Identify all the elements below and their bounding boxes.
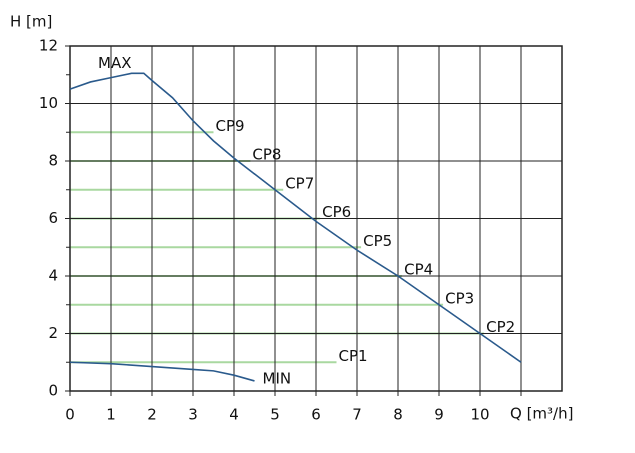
- x-tick-label: 7: [352, 406, 362, 424]
- x-tick-label: 10: [470, 406, 489, 424]
- series-label: MAX: [98, 54, 131, 72]
- x-tick-label: 1: [106, 406, 116, 424]
- x-tick-label: 8: [393, 406, 403, 424]
- y-tick-label: 12: [39, 37, 58, 55]
- series-label: CP7: [285, 174, 314, 192]
- series-label: MIN: [263, 369, 292, 387]
- series-label: CP8: [252, 146, 281, 164]
- y-tick-label: 8: [48, 152, 58, 170]
- y-tick-label: 0: [48, 382, 58, 400]
- y-axis-label: H [m]: [10, 13, 52, 31]
- y-tick-label: 10: [39, 94, 58, 112]
- series-label: CP1: [339, 347, 368, 365]
- series-label: CP5: [363, 232, 392, 250]
- pump-curve: [69, 72, 522, 363]
- series-label: CP6: [322, 203, 351, 221]
- x-tick-label: 6: [311, 406, 321, 424]
- x-tick-label: 9: [434, 406, 444, 424]
- x-axis-label: Q [m³/h]: [510, 405, 573, 423]
- x-tick-label: 0: [65, 406, 75, 424]
- x-tick-label: 3: [188, 406, 198, 424]
- y-tick-label: 6: [48, 209, 58, 227]
- series-label: CP3: [445, 289, 474, 307]
- series-label: CP4: [404, 261, 433, 279]
- x-tick-label: 4: [229, 406, 239, 424]
- pump-curve: [69, 361, 255, 382]
- plot-frame: [69, 45, 563, 392]
- y-tick-label: 2: [48, 324, 58, 342]
- series-label: CP9: [216, 117, 245, 135]
- series-label: CP2: [486, 318, 515, 336]
- y-tick-label: 4: [48, 267, 58, 285]
- x-tick-label: 5: [270, 406, 280, 424]
- x-tick-label: 2: [147, 406, 157, 424]
